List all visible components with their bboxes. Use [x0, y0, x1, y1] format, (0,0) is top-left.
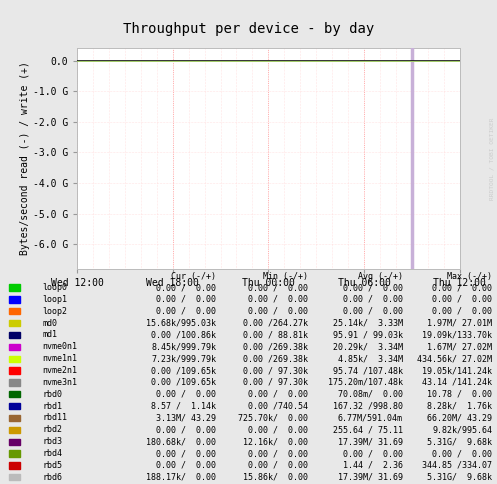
Text: 12.16k/  0.00: 12.16k/ 0.00: [243, 437, 308, 446]
Text: 0.00 /  0.00: 0.00 / 0.00: [432, 283, 492, 292]
Text: 9.82k/995.64: 9.82k/995.64: [432, 425, 492, 434]
Text: 0.00 /  0.00: 0.00 / 0.00: [248, 390, 308, 399]
Text: 5.31G/  9.68k: 5.31G/ 9.68k: [427, 473, 492, 482]
Text: rbd11: rbd11: [42, 413, 67, 423]
Text: rbd2: rbd2: [42, 425, 62, 434]
Text: loop1: loop1: [42, 295, 67, 304]
Text: Min (-/+): Min (-/+): [263, 272, 308, 281]
Text: 0.00 /269.38k: 0.00 /269.38k: [243, 342, 308, 351]
Text: rbd3: rbd3: [42, 437, 62, 446]
Text: nvme2n1: nvme2n1: [42, 366, 77, 375]
Text: 15.86k/  0.00: 15.86k/ 0.00: [243, 473, 308, 482]
Text: 0.00 /264.27k: 0.00 /264.27k: [243, 318, 308, 328]
Text: 66.20M/ 43.29: 66.20M/ 43.29: [427, 413, 492, 423]
Text: 0.00 /100.86k: 0.00 /100.86k: [151, 331, 216, 339]
Text: 0.00 /  0.00: 0.00 / 0.00: [156, 461, 216, 470]
Text: 0.00 /  0.00: 0.00 / 0.00: [156, 295, 216, 304]
Text: 0.00 / 97.30k: 0.00 / 97.30k: [243, 366, 308, 375]
Text: 8.45k/999.79k: 8.45k/999.79k: [151, 342, 216, 351]
Text: 434.56k/ 27.02M: 434.56k/ 27.02M: [417, 354, 492, 363]
Text: nvme1n1: nvme1n1: [42, 354, 77, 363]
Text: 25.14k/  3.33M: 25.14k/ 3.33M: [332, 318, 403, 328]
Text: 15.68k/995.03k: 15.68k/995.03k: [146, 318, 216, 328]
Text: 19.05k/141.24k: 19.05k/141.24k: [422, 366, 492, 375]
Text: 0.00 /  0.00: 0.00 / 0.00: [156, 390, 216, 399]
Text: Avg (-/+): Avg (-/+): [357, 272, 403, 281]
Text: 0.00 /109.65k: 0.00 /109.65k: [151, 366, 216, 375]
Text: 0.00 /  0.00: 0.00 / 0.00: [342, 449, 403, 458]
Text: 0.00 /  0.00: 0.00 / 0.00: [248, 461, 308, 470]
Text: 0.00 /740.54: 0.00 /740.54: [248, 402, 308, 410]
Text: nvme0n1: nvme0n1: [42, 342, 77, 351]
Text: 5.31G/  9.68k: 5.31G/ 9.68k: [427, 437, 492, 446]
Text: rbd5: rbd5: [42, 461, 62, 470]
Text: 8.57 /  1.14k: 8.57 / 1.14k: [151, 402, 216, 410]
Text: 0.00 /269.38k: 0.00 /269.38k: [243, 354, 308, 363]
Text: md0: md0: [42, 318, 57, 328]
Text: 0.00 /  0.00: 0.00 / 0.00: [342, 295, 403, 304]
Text: 180.68k/  0.00: 180.68k/ 0.00: [146, 437, 216, 446]
Text: Throughput per device - by day: Throughput per device - by day: [123, 22, 374, 36]
Text: 95.91 / 99.03k: 95.91 / 99.03k: [332, 331, 403, 339]
Text: 0.00 /  0.00: 0.00 / 0.00: [156, 307, 216, 316]
Text: 17.39M/ 31.69: 17.39M/ 31.69: [337, 437, 403, 446]
Text: 0.00 /  0.00: 0.00 / 0.00: [248, 283, 308, 292]
Text: 6.77M/591.04m: 6.77M/591.04m: [337, 413, 403, 423]
Text: loop2: loop2: [42, 307, 67, 316]
Text: 0.00 /  0.00: 0.00 / 0.00: [248, 449, 308, 458]
Text: RRDTOOL / TOBI OETIKER: RRDTOOL / TOBI OETIKER: [490, 117, 495, 200]
Text: 0.00 / 88.81k: 0.00 / 88.81k: [243, 331, 308, 339]
Text: 0.00 /  0.00: 0.00 / 0.00: [248, 307, 308, 316]
Text: 0.00 /  0.00: 0.00 / 0.00: [156, 283, 216, 292]
Text: 10.78 /  0.00: 10.78 / 0.00: [427, 390, 492, 399]
Text: rbd6: rbd6: [42, 473, 62, 482]
Text: 1.67M/ 27.02M: 1.67M/ 27.02M: [427, 342, 492, 351]
Text: 0.00 /  0.00: 0.00 / 0.00: [156, 449, 216, 458]
Text: nvme3n1: nvme3n1: [42, 378, 77, 387]
Text: 0.00 /  0.00: 0.00 / 0.00: [342, 307, 403, 316]
Text: 8.28k/  1.76k: 8.28k/ 1.76k: [427, 402, 492, 410]
Text: 1.44 /  2.36: 1.44 / 2.36: [342, 461, 403, 470]
Text: 0.00 /  0.00: 0.00 / 0.00: [432, 449, 492, 458]
Text: 725.70k/  0.00: 725.70k/ 0.00: [238, 413, 308, 423]
Y-axis label: Bytes/second read (-) / write (+): Bytes/second read (-) / write (+): [20, 61, 30, 256]
Text: 7.23k/999.79k: 7.23k/999.79k: [151, 354, 216, 363]
Text: 3.13M/ 43.29: 3.13M/ 43.29: [156, 413, 216, 423]
Text: 167.32 /998.80: 167.32 /998.80: [332, 402, 403, 410]
Text: md1: md1: [42, 331, 57, 339]
Text: 20.29k/  3.34M: 20.29k/ 3.34M: [332, 342, 403, 351]
Text: 1.97M/ 27.01M: 1.97M/ 27.01M: [427, 318, 492, 328]
Text: Cur (-/+): Cur (-/+): [171, 272, 216, 281]
Text: 95.74 /107.48k: 95.74 /107.48k: [332, 366, 403, 375]
Text: 0.00 /  0.00: 0.00 / 0.00: [248, 425, 308, 434]
Text: 255.64 / 75.11: 255.64 / 75.11: [332, 425, 403, 434]
Text: 0.00 /  0.00: 0.00 / 0.00: [342, 283, 403, 292]
Text: rbd0: rbd0: [42, 390, 62, 399]
Text: 0.00 /  0.00: 0.00 / 0.00: [156, 425, 216, 434]
Text: 0.00 /  0.00: 0.00 / 0.00: [432, 307, 492, 316]
Text: 0.00 / 97.30k: 0.00 / 97.30k: [243, 378, 308, 387]
Text: 43.14 /141.24k: 43.14 /141.24k: [422, 378, 492, 387]
Text: Max (-/+): Max (-/+): [447, 272, 492, 281]
Text: 17.39M/ 31.69: 17.39M/ 31.69: [337, 473, 403, 482]
Text: 175.20m/107.48k: 175.20m/107.48k: [328, 378, 403, 387]
Text: 0.00 /  0.00: 0.00 / 0.00: [248, 295, 308, 304]
Text: 4.85k/  3.34M: 4.85k/ 3.34M: [337, 354, 403, 363]
Text: 70.08m/  0.00: 70.08m/ 0.00: [337, 390, 403, 399]
Text: 19.09k/133.70k: 19.09k/133.70k: [422, 331, 492, 339]
Text: loop0: loop0: [42, 283, 67, 292]
Text: rbd4: rbd4: [42, 449, 62, 458]
Text: 0.00 /109.65k: 0.00 /109.65k: [151, 378, 216, 387]
Text: 188.17k/  0.00: 188.17k/ 0.00: [146, 473, 216, 482]
Text: 344.85 /334.07: 344.85 /334.07: [422, 461, 492, 470]
Text: 0.00 /  0.00: 0.00 / 0.00: [432, 295, 492, 304]
Text: rbd1: rbd1: [42, 402, 62, 410]
